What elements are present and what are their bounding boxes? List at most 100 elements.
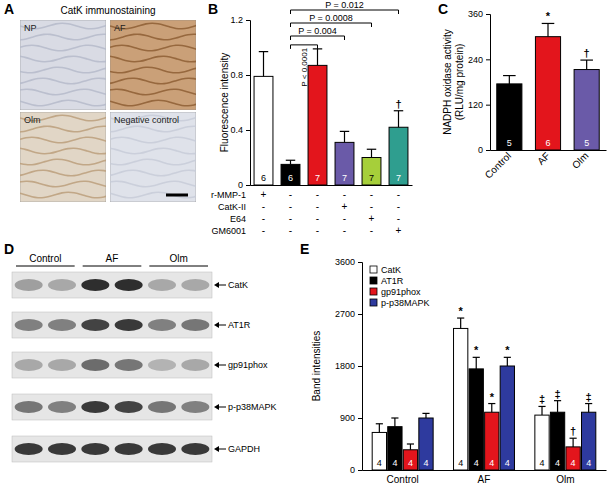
n-label: 4	[474, 458, 479, 468]
significance-label: ‡	[539, 393, 545, 405]
error-cap	[391, 417, 398, 418]
treatment-sign: -	[289, 201, 292, 212]
blot-band	[15, 401, 43, 413]
x-axis	[251, 185, 413, 187]
comparison: P = 0.004	[291, 26, 345, 40]
p-value: P = 0.012	[325, 0, 364, 10]
treatment-sign: -	[316, 213, 319, 224]
tick: Olm	[570, 150, 591, 171]
group-header: Control	[29, 253, 61, 264]
treatment-sign: -	[370, 225, 373, 236]
tissue-fiber	[110, 170, 196, 176]
panel-letter: B	[208, 1, 218, 17]
n-label: 7	[396, 173, 401, 183]
n-label: 4	[571, 458, 576, 468]
error-bar	[367, 149, 376, 157]
legend-label: AT1R	[381, 276, 404, 286]
plot-marks	[372, 318, 596, 470]
tick-mark	[246, 75, 250, 76]
blot-band	[148, 319, 176, 331]
bar	[372, 432, 386, 470]
error-stem	[344, 131, 345, 142]
tissue-fiber	[20, 159, 106, 165]
treatment-sign: -	[289, 225, 292, 236]
significance-label: ‡	[586, 391, 592, 403]
treatment-sign: -	[343, 213, 346, 224]
error-bar	[538, 406, 545, 415]
blot-band	[48, 443, 76, 455]
tissue-fiber	[110, 137, 196, 143]
group-underline	[16, 266, 75, 267]
n-label: 4	[505, 458, 510, 468]
blot-band	[15, 279, 43, 291]
tissue-fiber	[20, 148, 106, 154]
treatment-name: r-MMP-1	[211, 190, 246, 200]
n-label: 4	[489, 458, 494, 468]
error-cap	[457, 317, 464, 318]
tick-label: Olm	[556, 474, 574, 485]
error-stem	[573, 438, 574, 447]
arrow-head	[214, 282, 219, 288]
error-bar	[313, 49, 322, 66]
treatment-sign: -	[370, 201, 373, 212]
tick-label: Olm	[570, 150, 591, 171]
tick: 2700	[335, 309, 362, 319]
panel-letter: C	[438, 1, 448, 17]
error-cap	[538, 406, 545, 407]
arrow-head	[214, 322, 219, 328]
plot-texts: 56*5†	[507, 10, 590, 148]
tissue-fiber	[20, 181, 106, 187]
blot-band	[181, 319, 209, 331]
tick-label: 3600	[335, 257, 355, 267]
legend-swatch	[370, 288, 377, 295]
scale-bar	[166, 194, 188, 197]
error-cap	[554, 400, 561, 401]
blot-band	[15, 443, 43, 455]
panel-caption: CatK immunostaining	[60, 5, 155, 16]
error-cap	[394, 110, 403, 111]
tick: Control	[387, 470, 419, 485]
p-value: P = 0.0008	[309, 13, 353, 23]
error-stem	[509, 76, 510, 84]
tissue-fiber	[20, 67, 106, 73]
tissue-fiber	[20, 45, 106, 51]
n-label: 4	[377, 458, 382, 468]
blot-band	[81, 359, 109, 371]
error-stem	[398, 111, 399, 128]
axis-line	[251, 185, 413, 186]
bar	[485, 412, 499, 470]
tick-label: Control	[483, 150, 514, 181]
bracket	[291, 36, 345, 40]
blot-band	[148, 279, 176, 291]
tick-label: 240	[468, 55, 483, 65]
tissue-fiber	[110, 192, 196, 198]
tick-label: 0	[350, 465, 355, 475]
axis-line	[246, 21, 251, 186]
tick-label: 0	[478, 145, 483, 155]
tissue-fiber	[110, 45, 196, 51]
tick: 0	[350, 465, 362, 475]
tile-label: Olm	[24, 115, 41, 125]
error-cap	[488, 403, 495, 404]
treatment-sign: -	[316, 201, 319, 212]
y-axis: 0120240360	[468, 9, 491, 155]
comparison: P = 0.012	[291, 0, 399, 14]
tick: 0	[238, 180, 250, 190]
error-stem	[290, 160, 291, 164]
treatment-sign: -	[262, 201, 265, 212]
tick-label: 120	[468, 100, 483, 110]
tick-mark	[246, 185, 250, 186]
error-stem	[460, 318, 461, 328]
treatment-name: E64	[230, 214, 246, 224]
error-bar	[391, 418, 398, 427]
n-label: 5	[584, 138, 589, 148]
blot-band	[81, 319, 109, 331]
tissue-fiber	[110, 78, 196, 84]
n-label: 4	[392, 458, 397, 468]
error-stem	[263, 52, 264, 77]
tick-mark	[358, 314, 362, 315]
band-label: p-p38MAPK	[228, 402, 277, 412]
bar	[500, 366, 514, 470]
axis-line	[486, 15, 491, 151]
error-cap	[542, 23, 555, 24]
